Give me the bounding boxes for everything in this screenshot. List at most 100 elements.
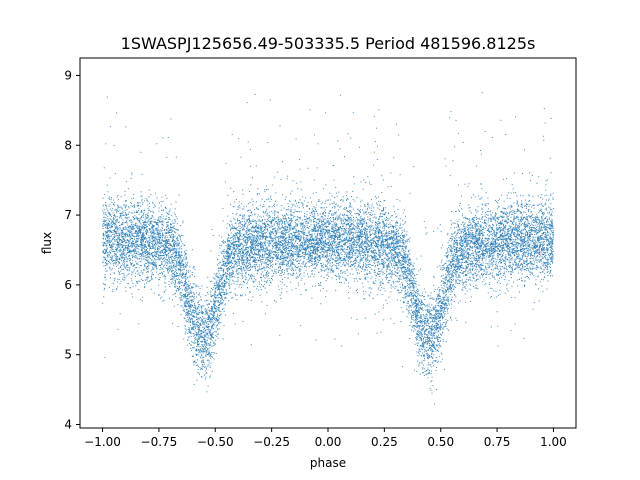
data-point bbox=[167, 136, 169, 138]
data-point bbox=[353, 249, 355, 251]
data-point bbox=[124, 240, 126, 242]
data-point bbox=[187, 313, 189, 315]
data-point bbox=[207, 349, 209, 351]
data-point bbox=[497, 202, 499, 204]
data-point bbox=[177, 304, 179, 306]
data-point bbox=[498, 216, 500, 218]
data-point bbox=[474, 272, 476, 274]
data-point bbox=[277, 229, 279, 231]
data-point bbox=[298, 233, 300, 235]
data-point bbox=[257, 236, 259, 238]
data-point bbox=[500, 221, 502, 223]
data-point bbox=[455, 271, 457, 272]
data-point bbox=[316, 226, 318, 228]
data-point bbox=[285, 256, 287, 258]
data-point bbox=[250, 220, 252, 222]
data-point bbox=[136, 258, 138, 260]
data-point bbox=[225, 290, 227, 292]
data-point bbox=[370, 240, 372, 242]
data-point bbox=[420, 308, 422, 310]
data-point bbox=[321, 228, 323, 230]
data-point bbox=[361, 231, 363, 233]
data-point bbox=[248, 247, 250, 249]
data-point bbox=[115, 255, 117, 257]
data-point bbox=[298, 266, 300, 268]
data-point bbox=[275, 268, 277, 270]
data-point bbox=[116, 209, 118, 211]
data-point bbox=[199, 330, 201, 332]
data-point bbox=[369, 225, 371, 227]
data-point bbox=[292, 242, 294, 244]
data-point bbox=[480, 268, 482, 270]
data-point bbox=[278, 222, 280, 224]
data-point bbox=[475, 216, 477, 218]
data-point bbox=[495, 290, 497, 292]
data-point bbox=[261, 206, 263, 208]
data-point bbox=[395, 249, 397, 251]
data-point bbox=[362, 249, 364, 251]
data-point bbox=[137, 251, 139, 253]
data-point bbox=[376, 239, 378, 241]
data-point bbox=[129, 259, 131, 261]
data-point bbox=[107, 191, 109, 193]
data-point bbox=[336, 230, 338, 232]
data-point bbox=[290, 224, 292, 226]
data-point bbox=[530, 223, 532, 225]
data-point bbox=[409, 293, 411, 295]
data-point bbox=[210, 300, 212, 302]
data-point bbox=[541, 213, 543, 215]
data-point bbox=[254, 245, 256, 246]
data-point bbox=[543, 247, 545, 249]
data-point bbox=[212, 306, 214, 308]
data-point bbox=[126, 229, 128, 231]
data-point bbox=[145, 197, 147, 199]
data-point bbox=[345, 278, 347, 280]
data-point bbox=[435, 300, 437, 302]
data-point bbox=[304, 240, 306, 242]
data-point bbox=[360, 234, 362, 236]
data-point bbox=[423, 315, 425, 317]
data-point bbox=[486, 230, 488, 232]
data-point bbox=[466, 238, 468, 240]
data-point bbox=[350, 250, 352, 252]
data-point bbox=[266, 263, 268, 265]
data-point bbox=[421, 333, 423, 335]
data-point bbox=[235, 250, 237, 252]
data-point bbox=[408, 294, 410, 296]
data-point bbox=[160, 256, 162, 258]
data-point bbox=[322, 201, 324, 203]
data-point bbox=[285, 218, 287, 220]
data-point bbox=[249, 242, 251, 244]
data-point bbox=[413, 278, 415, 280]
data-point bbox=[203, 362, 205, 364]
data-point bbox=[320, 228, 322, 230]
data-point bbox=[491, 227, 493, 229]
data-point bbox=[339, 281, 341, 283]
data-point bbox=[182, 257, 184, 259]
data-point bbox=[364, 277, 366, 279]
data-point bbox=[124, 245, 126, 247]
data-point bbox=[177, 248, 179, 250]
data-point bbox=[293, 227, 295, 229]
data-point bbox=[510, 257, 512, 259]
data-point bbox=[139, 229, 141, 230]
data-point bbox=[267, 224, 269, 226]
data-point bbox=[445, 165, 447, 167]
data-point bbox=[240, 267, 242, 269]
data-point bbox=[122, 259, 124, 261]
data-point bbox=[472, 274, 474, 276]
data-point bbox=[498, 253, 500, 255]
data-point bbox=[214, 318, 216, 320]
data-point bbox=[501, 250, 503, 252]
data-point bbox=[552, 261, 554, 263]
data-point bbox=[236, 212, 238, 214]
data-point bbox=[241, 249, 243, 251]
data-point bbox=[238, 252, 240, 254]
data-point bbox=[485, 205, 487, 207]
data-point bbox=[226, 227, 228, 229]
data-point bbox=[290, 218, 292, 220]
data-point bbox=[137, 212, 138, 214]
data-point bbox=[161, 262, 163, 264]
data-point bbox=[321, 269, 323, 271]
data-point bbox=[288, 230, 290, 232]
